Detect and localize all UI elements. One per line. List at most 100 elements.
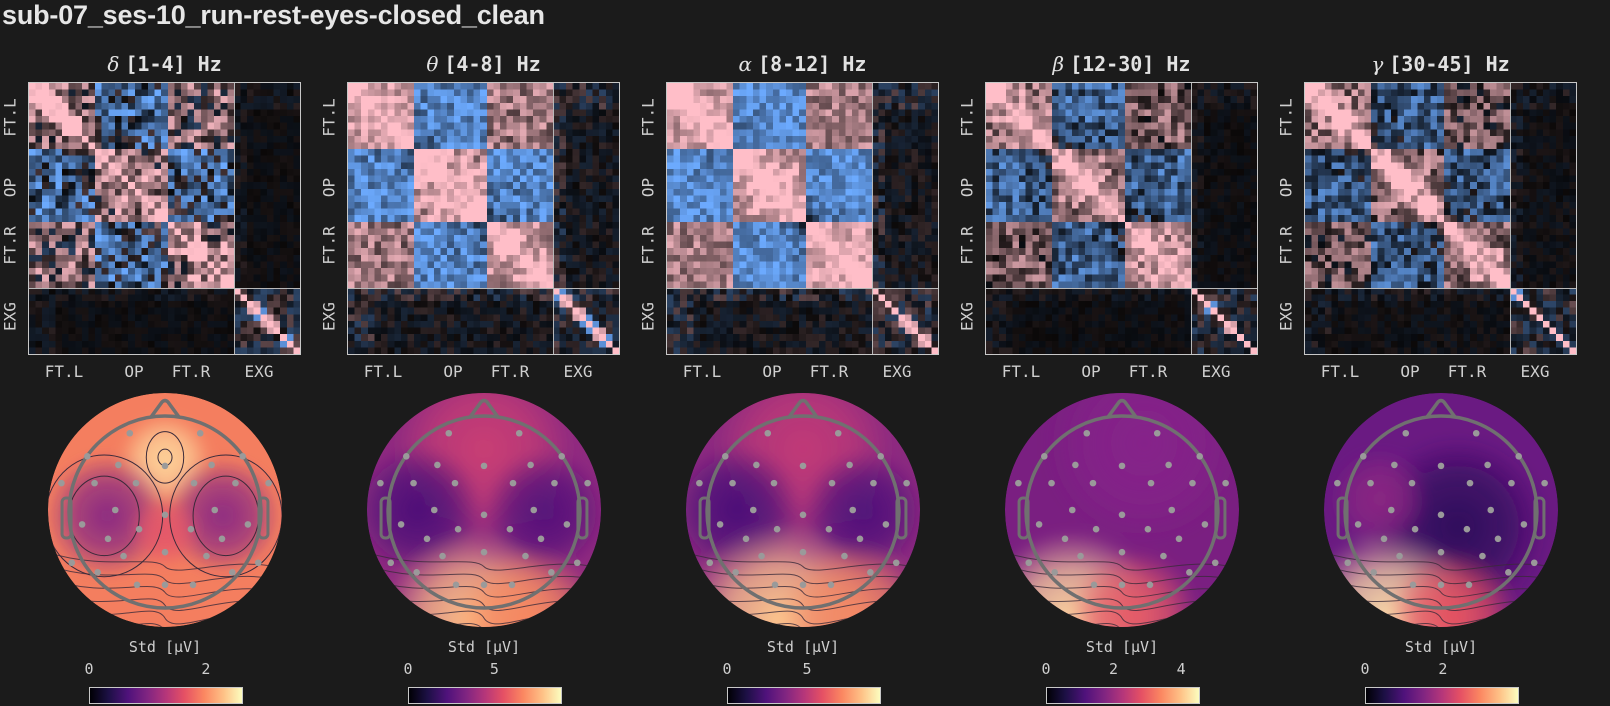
colorbar-tick: 4 (1176, 660, 1186, 678)
sensor-dot (799, 511, 807, 519)
sensor-dot (1515, 452, 1523, 460)
sensor-dot (1189, 479, 1196, 487)
x-tick-op: OP (762, 362, 782, 381)
sensor-dot (254, 559, 262, 567)
sensor-dot (244, 521, 252, 528)
sensor-dot (439, 552, 446, 560)
y-tick-op: OP (1276, 177, 1296, 198)
sensor-dot (522, 552, 529, 560)
sensor-dot (1211, 559, 1219, 567)
sensor-dot (1472, 429, 1480, 437)
sensor-dot (877, 452, 885, 460)
matrix-separator-horizontal (1305, 287, 1576, 289)
sensor-dot (1040, 452, 1048, 460)
sensor-dot (799, 548, 807, 556)
sensor-dot (1118, 462, 1126, 470)
y-tick-ftr: FT.R (0, 226, 20, 265)
colorbar (89, 687, 243, 704)
matrix-separator-vertical (871, 83, 873, 354)
topomap (48, 393, 282, 627)
sensor-dot (1083, 429, 1091, 437)
colorbar-title: Std [μV] (766, 638, 840, 656)
sensor-dot (1222, 479, 1229, 487)
sensor-dot (265, 479, 272, 487)
sensor-dot (58, 479, 65, 487)
sensor-dot (1025, 559, 1033, 567)
x-tick-exg: EXG (1520, 362, 1550, 381)
sensor-dot (892, 559, 900, 567)
colorbar-title: Std [μV] (447, 638, 521, 656)
x-tick-op: OP (443, 362, 463, 381)
sensor-dot (377, 479, 384, 487)
sensor-dot (1344, 559, 1352, 567)
sensor-dot (771, 581, 779, 589)
y-tick-op: OP (957, 177, 977, 198)
y-tick-ftl: FT.L (957, 98, 977, 137)
band-panel: θ [4-8] Hz FT.L OP FT.R EXG FT.L OP FT.R … (319, 0, 641, 706)
colorbar (1046, 687, 1200, 704)
colorbar-tick: 0 (403, 660, 413, 678)
sensor-dot (1437, 462, 1445, 470)
y-tick-ftl: FT.L (1276, 98, 1296, 137)
sensor-dot (1165, 461, 1172, 469)
sensor-dot (1168, 506, 1176, 514)
sensor-dot (1015, 479, 1022, 487)
sensor-dot (825, 525, 833, 533)
band-greek-symbol: δ (107, 52, 120, 76)
topomap (1005, 393, 1239, 627)
colorbar (408, 687, 562, 704)
matrix-separator-vertical (1509, 83, 1511, 354)
band-panel: β [12-30] Hz FT.L OP FT.R EXG FT.L OP FT.… (957, 0, 1279, 706)
sensor-dot (480, 462, 488, 470)
band-title: δ [1-4] Hz (29, 52, 300, 76)
sensor-dot (1463, 525, 1471, 533)
sensor-dot (480, 548, 488, 556)
sensor-dot (232, 479, 239, 487)
sensor-dot (218, 535, 226, 543)
x-tick-ftr: FT.R (1447, 362, 1487, 381)
sensor-dot (1089, 479, 1097, 487)
x-tick-ftl: FT.L (363, 362, 403, 381)
colorbar-tick: 2 (201, 660, 211, 678)
sensor-dot (1068, 506, 1076, 514)
colorbar-tick: 0 (1360, 660, 1370, 678)
sensor-dot (94, 569, 101, 576)
correlation-matrix (347, 82, 620, 355)
topomap (686, 393, 920, 627)
sensor-dot (83, 452, 91, 460)
sensor-dot (387, 559, 395, 567)
band-panel: γ [30-45] Hz FT.L OP FT.R EXG FT.L OP FT.… (1276, 0, 1598, 706)
colorbar-tick: 0 (722, 660, 732, 678)
x-tick-ftl: FT.L (1320, 362, 1360, 381)
y-tick-exg: EXG (957, 302, 977, 331)
matrix-separator-vertical (552, 83, 554, 354)
colorbar (727, 687, 881, 704)
sensor-dot (78, 521, 86, 528)
y-tick-exg: EXG (0, 302, 20, 331)
sensor-dot (1118, 548, 1126, 556)
sensor-dot (1541, 479, 1548, 487)
x-tick-ftl: FT.L (682, 362, 722, 381)
sensor-dot (1411, 525, 1419, 533)
sensor-dot (758, 552, 765, 560)
sensor-dot (729, 479, 736, 487)
sensor-dot (1153, 429, 1161, 437)
sensor-dot (1359, 452, 1367, 460)
x-tick-ftr: FT.R (809, 362, 849, 381)
sensor-dot (827, 581, 835, 589)
colorbar-tick: 2 (1438, 660, 1448, 678)
sensor-dot (1370, 569, 1377, 576)
sensor-dot (548, 569, 555, 576)
sensor-dot (841, 552, 848, 560)
sensor-dot (423, 535, 431, 543)
sensor-dot (849, 506, 857, 514)
band-panel: δ [1-4] Hz FT.L OP FT.R EXG FT.L OP FT.R … (0, 0, 322, 706)
x-tick-ftr: FT.R (1128, 362, 1168, 381)
sensor-dot (402, 452, 410, 460)
y-tick-exg: EXG (638, 302, 658, 331)
y-tick-op: OP (638, 177, 658, 198)
sensor-dot (1072, 461, 1079, 469)
sensor-dot (1048, 479, 1055, 487)
sensor-dot (161, 462, 169, 470)
sensor-dot (573, 559, 581, 567)
